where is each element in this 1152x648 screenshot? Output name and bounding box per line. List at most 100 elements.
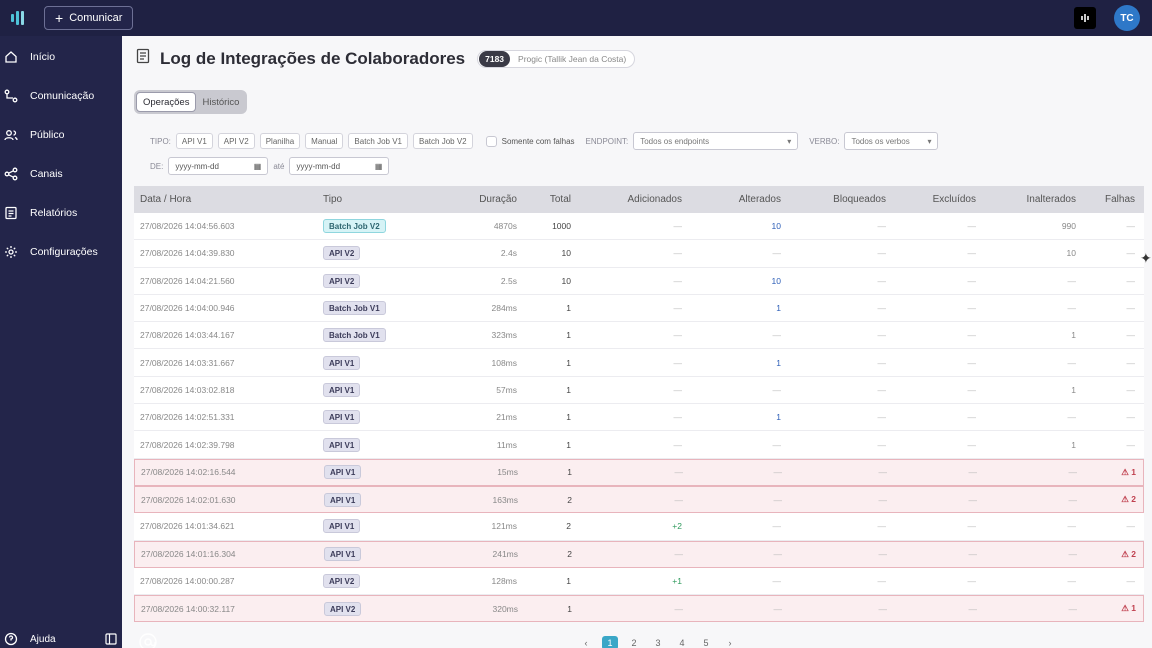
cell-total: 1 (567, 603, 572, 614)
cell-adicionados: — (673, 221, 683, 232)
table-row[interactable]: 27/08/2026 14:02:39.798 API V1 11ms 1 — — — — 1 — (134, 431, 1144, 459)
page-button-1[interactable]: 1 (602, 636, 618, 648)
tipo-chip-batch-job-v2[interactable]: Batch Job V2 (413, 133, 473, 149)
cell-tipo: API V1 (317, 382, 457, 397)
table-row[interactable]: 27/08/2026 14:04:39.830 API V2 2.4s 10 — — — — 1… (134, 240, 1144, 268)
table-row[interactable]: 27/08/2026 14:00:32.117 API V2 320ms 1 — — — — —… (134, 595, 1144, 623)
sidebar-item-canais[interactable]: Canais (0, 154, 122, 193)
de-label: DE: (150, 161, 164, 171)
col-header-alterados[interactable]: Alterados (738, 194, 781, 205)
tipo-chip-batch-job-v1[interactable]: Batch Job V1 (348, 133, 409, 149)
sidebar: Início Comunicação Público Canais Relató… (0, 36, 122, 648)
collapse-sidebar-icon[interactable] (104, 632, 118, 646)
col-header-duracao[interactable]: Duração (479, 194, 517, 205)
tipo-chip-api-v2[interactable]: API V2 (217, 133, 255, 149)
tab-operacoes[interactable]: Operações (136, 92, 197, 112)
col-header-inalterados[interactable]: Inalterados (1026, 194, 1076, 205)
cell-total: 2 (566, 521, 571, 532)
cell-adicionados: +1 (672, 576, 682, 586)
next-page-button[interactable]: › (728, 638, 732, 648)
table-row[interactable]: 27/08/2026 14:01:34.621 API V1 121ms 2 +2 — — —… (134, 513, 1144, 541)
cell-alterados: 1 (776, 303, 781, 314)
sidebar-item-relatorios[interactable]: Relatórios (0, 193, 122, 232)
table-row[interactable]: 27/08/2026 14:02:01.630 API V1 163ms 2 — — — — —… (134, 485, 1144, 514)
cell-excluidos: — (967, 439, 977, 450)
cell-date: 27/08/2026 14:00:32.117 (141, 603, 235, 614)
voice-icon[interactable] (1074, 7, 1096, 29)
cell-bloqueados: — (878, 603, 888, 614)
at-sign-icon[interactable] (138, 632, 158, 648)
table-row[interactable]: 27/08/2026 14:04:56.603 Batch Job V2 4870s… (134, 213, 1144, 241)
col-header-bloqueados[interactable]: Bloqueados (833, 194, 886, 205)
page-button-2[interactable]: 2 (631, 638, 637, 648)
cell-alterados: — (772, 521, 782, 532)
sidebar-item-publico[interactable]: Público (0, 115, 122, 154)
table-row[interactable]: 27/08/2026 14:00:00.287 API V2 128ms 1 +1 — — —… (134, 567, 1144, 596)
cell-tipo: API V1 (317, 437, 457, 452)
col-header-adicionados[interactable]: Adicionados (627, 194, 682, 205)
table-row[interactable]: 27/08/2026 14:01:16.304 API V1 241ms 2 — — — — —… (134, 540, 1144, 568)
table-row[interactable]: 27/08/2026 14:03:44.167 Batch Job V1 323ms… (134, 322, 1144, 350)
tipo-chip-api-v1[interactable]: API V1 (175, 133, 213, 149)
document-icon (136, 48, 150, 69)
col-header-total[interactable]: Total (549, 194, 571, 205)
report-icon (4, 206, 18, 220)
col-header-data[interactable]: Data / Hora (140, 194, 192, 205)
date-from-placeholder: yyyy-mm-dd (175, 161, 219, 171)
sidebar-item-inicio[interactable]: Início (0, 37, 122, 76)
cell-excluidos: — (968, 467, 978, 478)
cell-bloqueados: — (877, 439, 887, 450)
table-row[interactable]: 27/08/2026 14:03:02.818 API V1 57ms 1 — — — — 1 — (134, 376, 1144, 405)
table-row[interactable]: 27/08/2026 14:04:00.946 Batch Job V1 284ms… (134, 294, 1144, 323)
cell-excluidos: — (968, 549, 978, 560)
pagination: ‹ 1 2 3 4 5 › (578, 636, 738, 648)
page-button-5[interactable]: 5 (703, 638, 709, 648)
cell-adicionados: — (674, 603, 684, 614)
page-title: Log de Integrações de Colaboradores (160, 48, 466, 68)
cell-excluidos: — (967, 357, 977, 368)
table-row[interactable]: 27/08/2026 14:04:21.560 API V2 2.5s 10 — 10 — —… (134, 267, 1144, 295)
endpoint-select[interactable]: Todos os endpoints ▾ (633, 132, 799, 150)
date-from-input[interactable]: yyyy-mm-dd ▦ (168, 157, 269, 175)
cell-excluidos: — (967, 412, 977, 423)
sidebar-item-configuracoes[interactable]: Configurações (0, 232, 122, 271)
verbo-select[interactable]: Todos os verbos ▾ (844, 132, 939, 150)
sparkle-icon[interactable]: ✦ (1140, 250, 1152, 266)
tab-historico[interactable]: Histórico (202, 96, 240, 108)
cell-alterados: 10 (771, 275, 781, 286)
cell-total: 1000 (552, 221, 571, 232)
tipo-badge: Batch Job V2 (323, 219, 386, 234)
cell-bloqueados: — (877, 248, 887, 259)
badge-text: Progic (Tallik Jean da Costa) (518, 53, 627, 64)
cell-bloqueados: — (877, 221, 887, 232)
table-row[interactable]: 27/08/2026 14:02:51.331 API V1 21ms 1 — 1 — — — — (134, 404, 1144, 432)
date-to-placeholder: yyyy-mm-dd (296, 161, 341, 171)
date-to-input[interactable]: yyyy-mm-dd ▦ (289, 157, 390, 175)
page-button-4[interactable]: 4 (679, 638, 685, 648)
sidebar-item-comunicacao[interactable]: Comunicação (0, 76, 122, 115)
operations-table: Data / Hora Tipo Duração Total Adicionad… (134, 186, 1144, 623)
table-row[interactable]: 27/08/2026 14:02:16.544 API V1 15ms 1 — — — — — ⚠… (134, 458, 1144, 486)
tipo-chip-planilha[interactable]: Planilha (259, 133, 301, 149)
help-link[interactable]: Ajuda (4, 630, 118, 648)
comunicar-button[interactable]: + Comunicar (44, 6, 134, 30)
cell-total: 1 (566, 412, 571, 423)
user-avatar[interactable]: TC (1114, 5, 1140, 31)
table-row[interactable]: 27/08/2026 14:03:31.667 API V1 108ms 1 — 1 — — —… (134, 349, 1144, 377)
app-logo-icon[interactable] (4, 3, 34, 33)
cell-excluidos: — (968, 494, 978, 505)
only-failures-checkbox[interactable] (485, 135, 497, 147)
cell-bloqueados: — (877, 384, 887, 395)
tipo-chip-manual[interactable]: Manual (305, 133, 344, 149)
page-header: Log de Integrações de Colaboradores 7183… (136, 48, 636, 69)
col-header-falhas[interactable]: Falhas (1104, 194, 1135, 205)
cell-bloqueados: — (878, 494, 888, 505)
prev-page-button[interactable]: ‹ (584, 638, 588, 648)
sidebar-item-label: Relatórios (30, 206, 78, 219)
col-header-tipo[interactable]: Tipo (323, 194, 343, 205)
cell-adicionados: — (673, 439, 683, 450)
cell-adicionados: — (673, 248, 683, 259)
page-button-3[interactable]: 3 (655, 638, 661, 648)
col-header-excluidos[interactable]: Excluídos (932, 194, 976, 205)
cell-inalterados: 10 (1066, 248, 1076, 259)
